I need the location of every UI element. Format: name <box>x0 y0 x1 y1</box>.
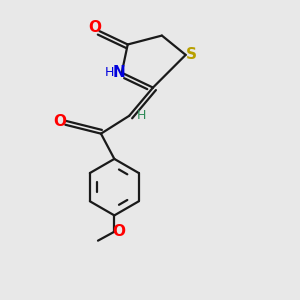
Text: O: O <box>112 224 126 238</box>
Text: O: O <box>53 114 66 129</box>
Text: H: H <box>105 66 114 79</box>
Text: H: H <box>136 109 146 122</box>
Text: O: O <box>88 20 101 35</box>
Text: N: N <box>113 64 126 80</box>
Text: S: S <box>185 47 197 62</box>
